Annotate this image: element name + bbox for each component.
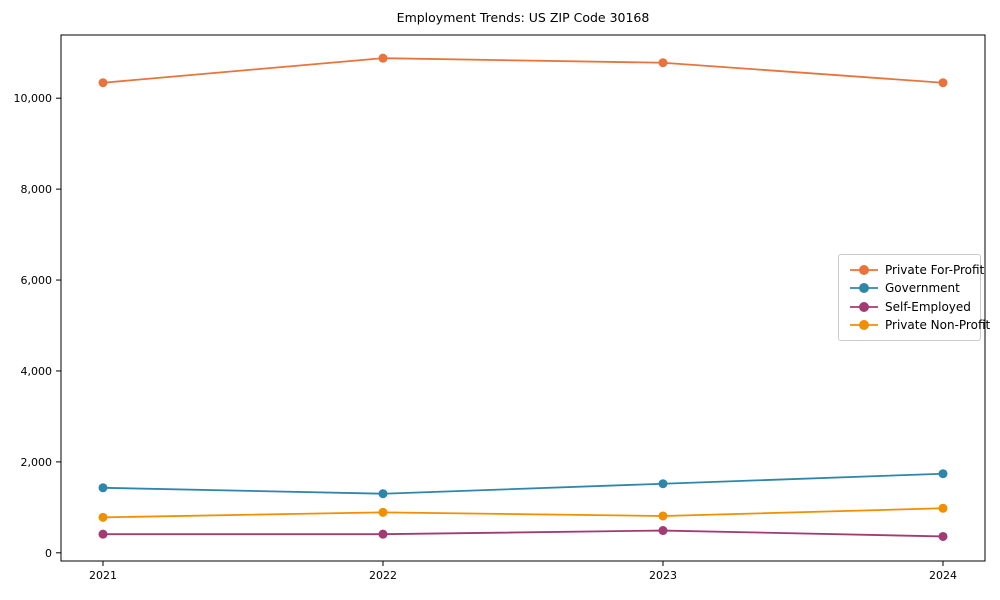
legend-label: Self-Employed — [885, 299, 971, 314]
y-axis-tick-label: 8,000 — [21, 183, 53, 196]
x-axis: 2021 2022 2023 2024 — [89, 561, 957, 582]
data-point-government-2023 — [658, 479, 668, 489]
legend-label: Private Non-Profit — [885, 317, 991, 332]
plot-area-border — [60, 34, 986, 562]
data-point-self-employed-2021 — [98, 529, 108, 539]
legend-marker-government-icon — [850, 283, 878, 294]
x-axis-tick-label: 2021 — [89, 569, 117, 582]
y-axis-tick-label: 0 — [45, 547, 52, 560]
legend-item-self-employed: Self-Employed — [849, 301, 974, 313]
data-point-private-non-profit-2021 — [98, 512, 108, 522]
data-point-private-for-profit-2024 — [938, 78, 948, 88]
legend: Private For-Profit Government Self-Employe… — [838, 254, 990, 341]
y-axis-tick-label: 4,000 — [21, 365, 53, 378]
series-private-for-profit — [98, 53, 948, 88]
legend-item-private-for-profit: Private For-Profit — [849, 264, 984, 276]
series-government — [98, 469, 948, 499]
series-self-employed — [98, 526, 948, 541]
chart-title: Employment Trends: US ZIP Code 30168 — [396, 10, 650, 25]
legend-marker-self-employed-icon — [850, 301, 878, 312]
data-point-self-employed-2023 — [658, 526, 668, 536]
data-point-private-non-profit-2023 — [658, 511, 668, 521]
series-private-non-profit — [98, 503, 948, 522]
series-line-self-employed — [102, 529, 944, 538]
legend-item-private-non-profit: Private Non-Profit — [849, 319, 990, 331]
series-line-government — [102, 472, 944, 495]
legend-item-government: Government — [849, 282, 974, 294]
y-axis: 0 2,000 4,000 6,000 8,000 10,000 — [14, 92, 61, 560]
data-point-private-non-profit-2022 — [378, 507, 388, 517]
data-point-self-employed-2022 — [378, 529, 388, 539]
data-point-private-non-profit-2024 — [938, 503, 948, 513]
data-point-government-2021 — [98, 483, 108, 493]
data-point-government-2022 — [378, 489, 388, 499]
x-axis-tick-label: 2023 — [649, 569, 677, 582]
x-axis-tick-label: 2022 — [369, 569, 397, 582]
y-axis-tick-label: 10,000 — [14, 92, 53, 105]
legend-marker-private-for-profit-icon — [850, 265, 878, 276]
data-point-private-for-profit-2023 — [658, 58, 668, 68]
legend-label: Private For-Profit — [885, 263, 985, 278]
x-axis-tick-label: 2024 — [929, 569, 957, 582]
y-axis-tick-label: 6,000 — [21, 274, 53, 287]
y-axis-tick-label: 2,000 — [21, 456, 53, 469]
data-point-private-for-profit-2021 — [98, 78, 108, 88]
data-point-self-employed-2024 — [938, 531, 948, 541]
series-line-private-for-profit — [102, 57, 944, 84]
legend-marker-private-non-profit-icon — [850, 319, 878, 330]
data-point-private-for-profit-2022 — [378, 53, 388, 63]
legend-label: Government — [885, 281, 960, 296]
data-point-government-2024 — [938, 469, 948, 479]
series-line-private-non-profit — [102, 507, 944, 519]
